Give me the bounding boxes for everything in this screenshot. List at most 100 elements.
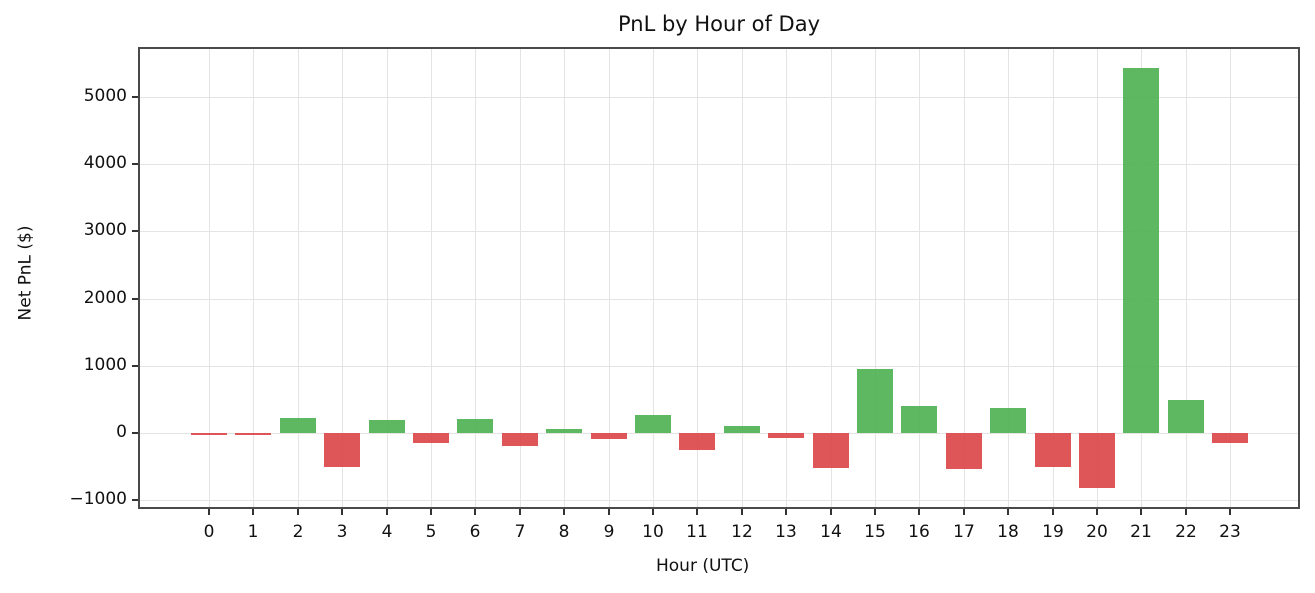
x-gridline [1097,47,1098,509]
x-gridline [697,47,698,509]
x-tick [386,509,388,515]
x-gridline [875,47,876,509]
x-tick [1229,509,1231,515]
x-tick-label: 10 [642,522,664,542]
x-tick [563,509,565,515]
x-tick-label: 2 [292,522,304,542]
x-tick [963,509,965,515]
y-tick [132,230,138,232]
x-gridline [1186,47,1187,509]
y-gridline [138,231,1300,232]
x-tick [430,509,432,515]
x-tick-label: 3 [336,522,348,542]
bar-hour-21 [1123,68,1159,433]
x-tick [918,509,920,515]
x-tick-label: 0 [203,522,215,542]
x-gridline [520,47,521,509]
x-tick [252,509,254,515]
y-tick [132,432,138,434]
bar-hour-7 [502,433,538,446]
y-tick [132,96,138,98]
x-tick [519,509,521,515]
y-gridline [138,164,1300,165]
x-tick-label: 8 [558,522,570,542]
x-gridline [253,47,254,509]
x-gridline [387,47,388,509]
y-axis-label: Net PnL ($) [15,225,36,321]
bar-hour-5 [413,433,449,443]
x-tick [1140,509,1142,515]
bar-hour-9 [591,433,627,439]
axes-frame [138,47,1300,509]
x-tick [741,509,743,515]
x-tick-label: 21 [1130,522,1152,542]
bar-hour-0 [191,433,227,435]
x-gridline [564,47,565,509]
bar-hour-1 [235,433,271,435]
x-tick [1007,509,1009,515]
y-tick-label: 1000 [83,355,127,375]
y-gridline [138,500,1300,501]
bar-hour-13 [768,433,804,438]
x-tick-label: 6 [469,522,481,542]
x-tick-label: 18 [997,522,1019,542]
x-tick-label: 11 [686,522,708,542]
y-tick-label: 3000 [83,220,127,240]
x-tick-label: 5 [425,522,437,542]
x-gridline [831,47,832,509]
bar-hour-17 [946,433,982,469]
x-tick [652,509,654,515]
y-gridline [138,97,1300,98]
x-tick-label: 19 [1042,522,1064,542]
x-tick-label: 16 [908,522,930,542]
x-gridline [1230,47,1231,509]
bar-hour-11 [679,433,715,450]
bar-hour-10 [635,415,671,433]
x-tick [785,509,787,515]
x-gridline [209,47,210,509]
x-tick-label: 20 [1086,522,1108,542]
bar-hour-23 [1212,433,1248,443]
x-tick-label: 9 [603,522,615,542]
x-gridline [431,47,432,509]
x-gridline [919,47,920,509]
y-tick [132,365,138,367]
y-tick-label: 4000 [83,153,127,173]
y-tick-label: −1000 [69,489,127,509]
x-tick-label: 4 [381,522,393,542]
x-tick [830,509,832,515]
x-gridline [964,47,965,509]
bar-hour-3 [324,433,360,467]
bar-hour-18 [990,408,1026,433]
x-tick [474,509,476,515]
bar-hour-20 [1079,433,1115,488]
bar-hour-16 [901,406,937,433]
x-tick [297,509,299,515]
x-axis-label: Hour (UTC) [656,556,750,576]
x-tick [1185,509,1187,515]
y-gridline [138,299,1300,300]
y-tick-label: 2000 [83,288,127,308]
x-tick-label: 14 [820,522,842,542]
bar-hour-4 [369,420,405,433]
x-tick-label: 13 [775,522,797,542]
x-gridline [1008,47,1009,509]
x-tick-label: 23 [1219,522,1241,542]
chart-title: PnL by Hour of Day [617,12,821,36]
x-gridline [742,47,743,509]
x-gridline [475,47,476,509]
y-tick-label: 5000 [83,86,127,106]
x-tick-label: 12 [731,522,753,542]
y-gridline [138,433,1300,434]
x-tick-label: 17 [953,522,975,542]
x-gridline [609,47,610,509]
x-gridline [342,47,343,509]
x-tick-label: 7 [514,522,526,542]
y-tick-label: 0 [116,422,127,442]
bar-hour-12 [724,426,760,433]
x-tick-label: 15 [864,522,886,542]
x-tick-label: 1 [247,522,259,542]
x-tick [608,509,610,515]
x-gridline [298,47,299,509]
x-tick [1096,509,1098,515]
